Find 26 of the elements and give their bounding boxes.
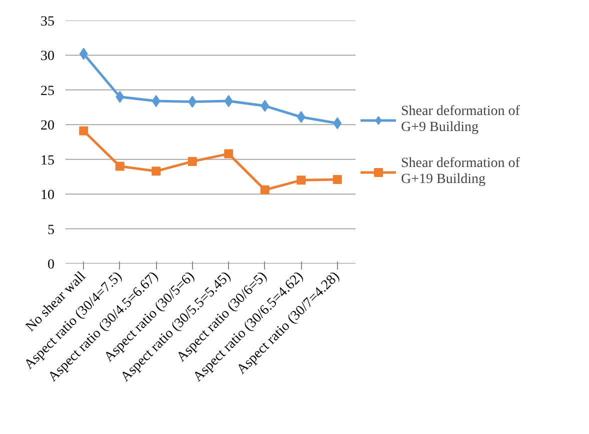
point — [224, 149, 234, 158]
point — [296, 176, 306, 185]
y-tick-label: 15 — [40, 153, 54, 168]
point — [332, 174, 342, 184]
y-tick-label: 20 — [40, 118, 54, 134]
y-tick-label: 25 — [40, 84, 54, 99]
point — [260, 185, 270, 194]
y-tick-label: 0 — [48, 258, 54, 272]
point — [296, 111, 306, 124]
point — [116, 90, 124, 103]
y-tick-label: 10 — [40, 188, 54, 204]
point — [333, 117, 342, 130]
y-tick-label: 30 — [40, 49, 54, 64]
legend-label: Shear deformation of G+19 Building — [401, 156, 520, 188]
point — [224, 95, 233, 108]
y-tick-label: 35 — [40, 14, 54, 30]
point — [79, 48, 88, 60]
point — [260, 100, 270, 112]
point — [115, 162, 124, 171]
y-tick-label: 5 — [48, 222, 54, 238]
point — [152, 166, 161, 176]
point — [188, 156, 197, 166]
legend-label: Shear deformation of G+9 Building — [401, 104, 520, 136]
point — [152, 95, 160, 108]
point — [79, 126, 88, 136]
point — [188, 96, 197, 108]
